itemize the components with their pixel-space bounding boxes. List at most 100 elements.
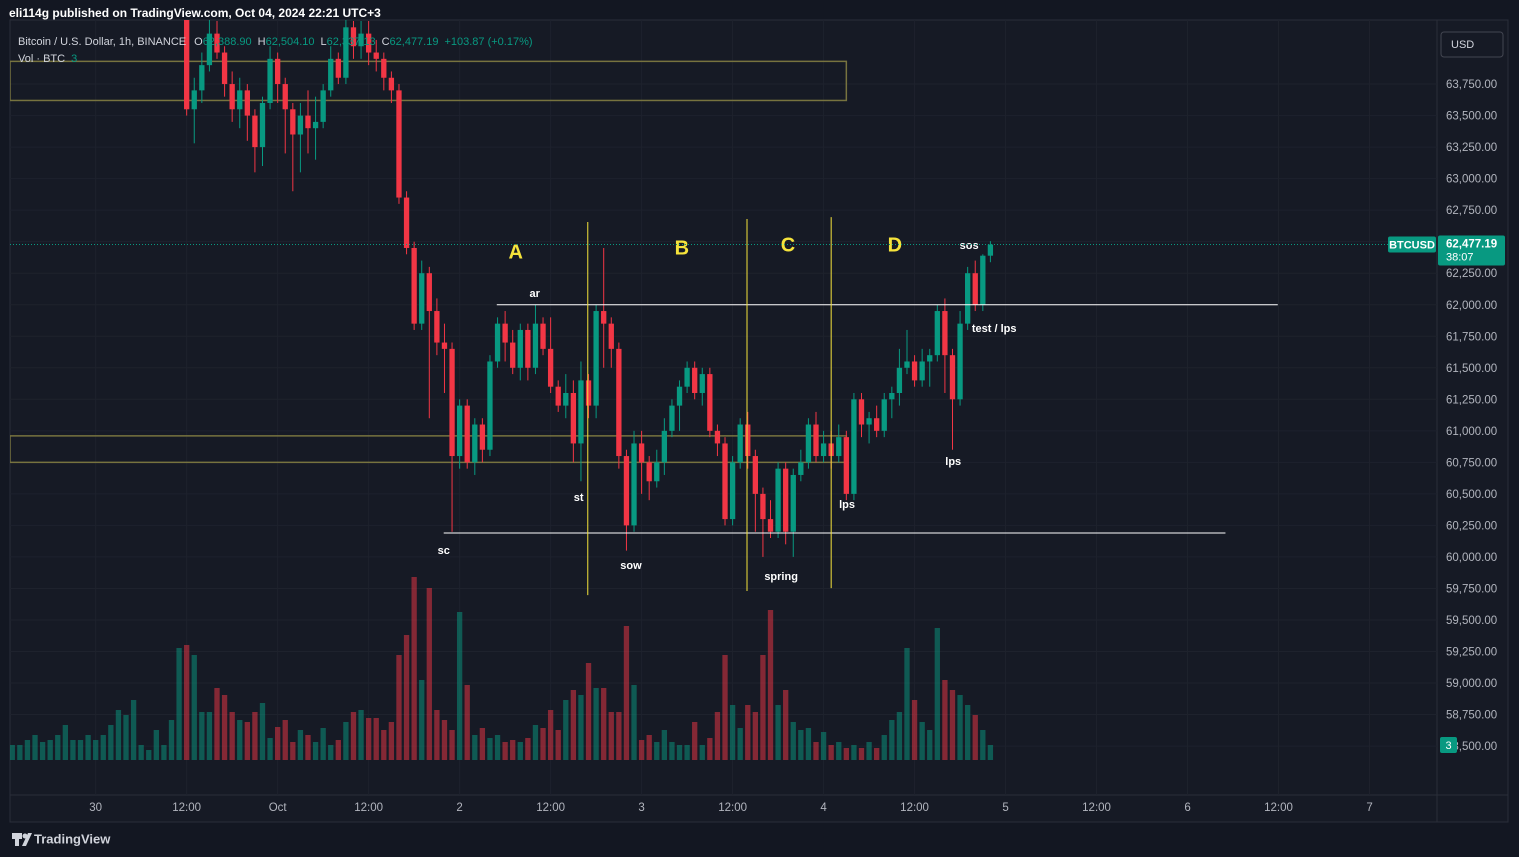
y-tick-label: 63,250.00 <box>1446 142 1497 154</box>
volume-bar <box>729 705 736 760</box>
candle-body <box>358 33 364 47</box>
volume-bar <box>55 735 61 760</box>
y-tick-label: 63,750.00 <box>1446 79 1497 91</box>
volume-bar <box>267 738 273 760</box>
volume-bar <box>123 715 129 760</box>
candle-body <box>805 424 812 463</box>
y-tick-label: 61,500.00 <box>1446 363 1497 375</box>
volume-bar <box>168 720 175 760</box>
volume-bar <box>608 712 614 760</box>
candle-body <box>729 462 736 520</box>
candle-body <box>184 20 190 110</box>
countdown: 38:07 <box>1446 251 1474 263</box>
candle-body <box>350 27 357 47</box>
currency-button[interactable] <box>1440 31 1504 58</box>
price-tag-label: 62,477.19 <box>1446 239 1497 251</box>
volume-bar <box>874 748 880 760</box>
annotation: sc <box>438 545 450 557</box>
volume-bar <box>858 748 865 760</box>
legend-value: 62,504.10 <box>266 36 315 48</box>
volume-bar <box>153 730 159 760</box>
volume-bar <box>39 742 46 760</box>
x-tick-label: 12:00 <box>536 802 565 814</box>
volume-bar <box>722 655 728 760</box>
volume-bar <box>692 722 698 760</box>
candle-body <box>934 311 940 356</box>
candle-body <box>585 380 592 406</box>
candle-body <box>783 468 789 532</box>
price-tag <box>1438 235 1505 266</box>
volume-bar <box>115 710 122 760</box>
candle-body <box>540 323 546 349</box>
candle-body <box>661 430 668 463</box>
volume-bar <box>297 730 304 760</box>
volume-bar <box>373 718 379 760</box>
candle-body <box>365 33 372 53</box>
candle-body <box>532 323 539 368</box>
x-tick-label: 6 <box>1184 802 1190 814</box>
volume-bar <box>820 732 827 760</box>
candle-body <box>866 418 872 425</box>
volume-bar <box>616 712 622 760</box>
candle-body <box>275 58 281 85</box>
axes: 58,500.00 58,750.00 59,000.00 59,250.00 59,5… <box>89 79 1505 814</box>
volume-bar <box>305 735 311 760</box>
volume-bar <box>949 690 956 760</box>
x-tick-label: 5 <box>1002 802 1008 814</box>
candle-body <box>987 244 994 256</box>
candle-body <box>456 405 463 457</box>
volume-bar <box>813 742 819 760</box>
candle-body <box>775 468 781 532</box>
legend-value: 62,388.90 <box>203 36 252 48</box>
volume-bar <box>638 740 645 760</box>
y-tick-label: 59,750.00 <box>1446 583 1497 595</box>
symbol-tag <box>1388 236 1436 253</box>
volume-bar <box>805 728 812 760</box>
y-tick-label: 63,000.00 <box>1446 174 1497 186</box>
volume-bar <box>77 740 84 760</box>
volume-bar <box>244 722 250 760</box>
volume-bar <box>752 712 758 760</box>
volume-bar <box>464 685 470 760</box>
y-tick-label: 60,500.00 <box>1446 489 1497 501</box>
brand: TradingView <box>34 831 111 846</box>
volume-bar <box>911 700 918 760</box>
candle-body <box>403 197 410 248</box>
candle-body <box>881 399 887 431</box>
candle-body <box>464 405 470 463</box>
volume-bar <box>229 712 235 760</box>
annotation: lps <box>945 456 961 468</box>
candle-body <box>638 443 645 463</box>
volume-bar <box>980 730 986 760</box>
annotation: C <box>781 234 795 256</box>
volume-bar <box>100 735 106 760</box>
y-tick-label: 60,000.00 <box>1446 552 1497 564</box>
volume-bar <box>540 728 546 760</box>
volume-tag-label: 3 <box>1445 740 1451 752</box>
annotation: spring <box>764 571 798 583</box>
candle-body <box>843 437 849 494</box>
x-tick-label: 12:00 <box>900 802 929 814</box>
volume-bar <box>654 742 660 760</box>
candle-body <box>813 424 819 457</box>
currency[interactable]: USD <box>1451 39 1474 51</box>
volume-bar <box>237 720 243 760</box>
x-tick-label: 12:00 <box>1264 802 1293 814</box>
volume-bar <box>411 577 417 760</box>
volume-legend: Vol · BTC 3 <box>18 53 77 65</box>
volume-bar <box>881 735 887 760</box>
candle-body <box>692 367 698 393</box>
candle-body <box>927 355 933 362</box>
candle-body <box>949 355 956 400</box>
candle-body <box>290 109 296 135</box>
volume-bar <box>176 648 182 760</box>
candle-body <box>722 443 728 520</box>
candle-body <box>904 361 910 368</box>
x-tick-label: 3 <box>638 802 644 814</box>
legend-key: O <box>194 36 203 48</box>
candle-body <box>646 462 652 482</box>
volume-bar <box>10 745 15 760</box>
annotation: A <box>509 241 523 263</box>
symbol-tag-label: BTCUSD <box>1389 239 1435 251</box>
